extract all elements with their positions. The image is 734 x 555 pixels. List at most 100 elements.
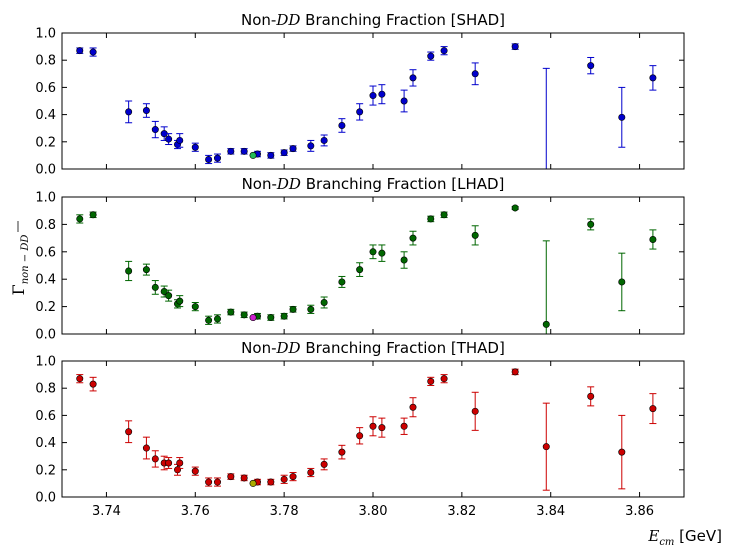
plot-frame (61, 196, 685, 335)
data-point (587, 392, 595, 400)
data-point (89, 48, 97, 56)
data-point (165, 459, 173, 467)
data-point (125, 267, 133, 275)
data-point (400, 97, 408, 105)
data-point (205, 155, 213, 163)
data-point (307, 142, 315, 150)
y-tick-label: 0.0 (35, 491, 56, 506)
data-point (369, 92, 377, 100)
data-point (176, 459, 184, 467)
data-point (440, 375, 448, 383)
data-point (427, 52, 435, 60)
y-tick-label: 0.0 (35, 163, 56, 178)
data-point (378, 424, 386, 432)
data-point (267, 314, 275, 322)
data-point (587, 220, 595, 228)
data-point (427, 215, 435, 223)
data-point (409, 234, 417, 242)
data-point (142, 444, 150, 452)
data-point (440, 47, 448, 55)
data-point (151, 455, 159, 463)
data-point (76, 215, 84, 223)
data-point (76, 375, 84, 383)
data-point (280, 312, 288, 320)
data-point (400, 422, 408, 430)
data-point (511, 204, 519, 212)
data-point (227, 473, 235, 481)
data-point (511, 368, 519, 376)
data-point (320, 298, 328, 306)
data-point (471, 407, 479, 415)
data-point (191, 467, 199, 475)
data-point (289, 305, 297, 313)
panel-title: Non-DD Branching Fraction [LHAD] (242, 175, 505, 193)
y-tick-label: 1.0 (35, 27, 56, 42)
data-point (307, 469, 315, 477)
x-tick-label: 3.86 (625, 504, 654, 519)
data-point (511, 43, 519, 51)
data-point (427, 377, 435, 385)
data-point (151, 283, 159, 291)
data-point (240, 147, 248, 155)
data-point (76, 47, 84, 55)
data-point (649, 235, 657, 243)
data-point (338, 278, 346, 286)
data-point (649, 405, 657, 413)
data-point (649, 74, 657, 82)
data-point (618, 448, 626, 456)
x-tick-label: 3.74 (92, 504, 121, 519)
data-point (320, 460, 328, 468)
y-tick-label: 1.0 (35, 191, 56, 206)
y-tick-label: 0.2 (35, 300, 56, 315)
data-point (267, 478, 275, 486)
x-tick-label: 3.78 (270, 504, 299, 519)
y-tick-label: 0.8 (35, 382, 56, 397)
data-point (240, 311, 248, 319)
data-point (542, 320, 550, 328)
x-tick-label: 3.82 (447, 504, 476, 519)
data-point (542, 443, 550, 451)
y-tick-label: 0.2 (35, 135, 56, 150)
x-axis-label: Ecm [GeV] (647, 527, 722, 548)
data-point (227, 147, 235, 155)
y-axis-label: Γnon − DD (9, 235, 31, 296)
data-point (338, 448, 346, 456)
data-point (356, 108, 364, 116)
data-point (356, 266, 364, 274)
data-point (205, 478, 213, 486)
panel-title: Non-DD Branching Fraction [SHAD] (241, 11, 505, 29)
y-tick-label: 0.6 (35, 245, 56, 260)
data-point (338, 121, 346, 129)
panel-2: Non-DD Branching Fraction [LHAD] 0.0 0.2 0.… (35, 175, 685, 343)
data-point (142, 266, 150, 274)
y-tick-label: 1.0 (35, 355, 56, 370)
data-point (320, 136, 328, 144)
y-tick-label: 0.4 (35, 436, 56, 451)
data-point (409, 74, 417, 82)
data-point (191, 143, 199, 151)
data-point (205, 316, 213, 324)
data-point (618, 278, 626, 286)
x-tick-label: 3.84 (536, 504, 565, 519)
x-tick-label: 3.76 (181, 504, 210, 519)
data-point (543, 179, 549, 185)
data-point (165, 292, 173, 300)
data-point (214, 315, 222, 323)
series-points (76, 43, 657, 185)
data-point (151, 126, 159, 134)
plot-frame (61, 360, 685, 498)
series-points (76, 368, 657, 491)
y-tick-label: 0.8 (35, 218, 56, 233)
panel-1: Non-DD Branching Fraction [SHAD] 0.0 0.2 0.… (35, 11, 685, 185)
highlight-point (249, 314, 257, 322)
data-point (280, 475, 288, 483)
data-point (191, 303, 199, 311)
data-point (214, 478, 222, 486)
data-point (142, 107, 150, 115)
plot-frame (61, 32, 685, 170)
series-points (76, 204, 657, 334)
y-tick-label: 0.6 (35, 409, 56, 424)
data-point (471, 70, 479, 78)
